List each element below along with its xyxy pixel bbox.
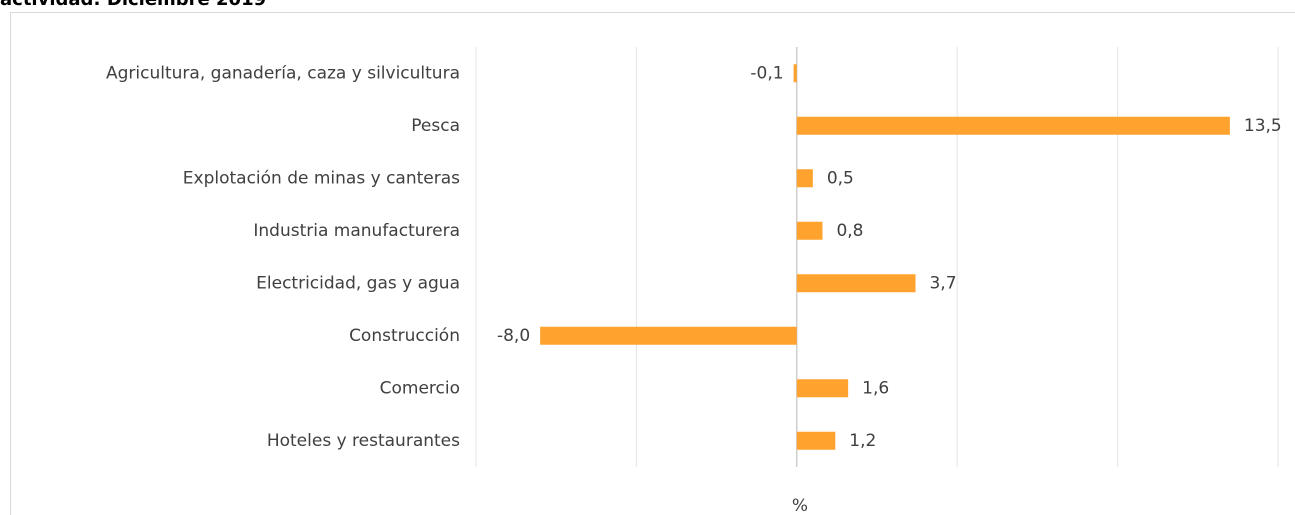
category-label: Comercio xyxy=(380,378,460,398)
bar xyxy=(796,116,1230,135)
value-label: 3,7 xyxy=(929,273,956,293)
category-label: Industria manufacturera xyxy=(253,221,460,241)
category-label: Explotación de minas y canteras xyxy=(183,168,460,188)
value-label: 13,5 xyxy=(1244,116,1282,136)
bar xyxy=(796,431,836,450)
value-label: 0,5 xyxy=(827,168,854,188)
bar xyxy=(796,274,916,293)
category-label: Construcción xyxy=(349,326,460,346)
category-label: Agricultura, ganadería, caza y silvicult… xyxy=(106,63,460,83)
chart-frame xyxy=(10,12,1295,515)
value-label: -0,1 xyxy=(750,63,783,83)
value-label: 0,8 xyxy=(836,221,863,241)
category-label: Hoteles y restaurantes xyxy=(267,431,460,451)
bar xyxy=(796,169,813,188)
category-label: Electricidad, gas y agua xyxy=(256,273,460,293)
value-label: -8,0 xyxy=(497,326,530,346)
category-label: Pesca xyxy=(411,116,460,136)
value-label: 1,6 xyxy=(862,378,889,398)
bar xyxy=(793,64,797,83)
x-axis-label: % xyxy=(792,496,808,515)
value-label: 1,2 xyxy=(849,431,876,451)
bar xyxy=(540,326,797,345)
chart-title: actividad: Diciembre 2019 xyxy=(0,0,266,10)
bar xyxy=(796,379,849,398)
bar xyxy=(796,221,823,240)
